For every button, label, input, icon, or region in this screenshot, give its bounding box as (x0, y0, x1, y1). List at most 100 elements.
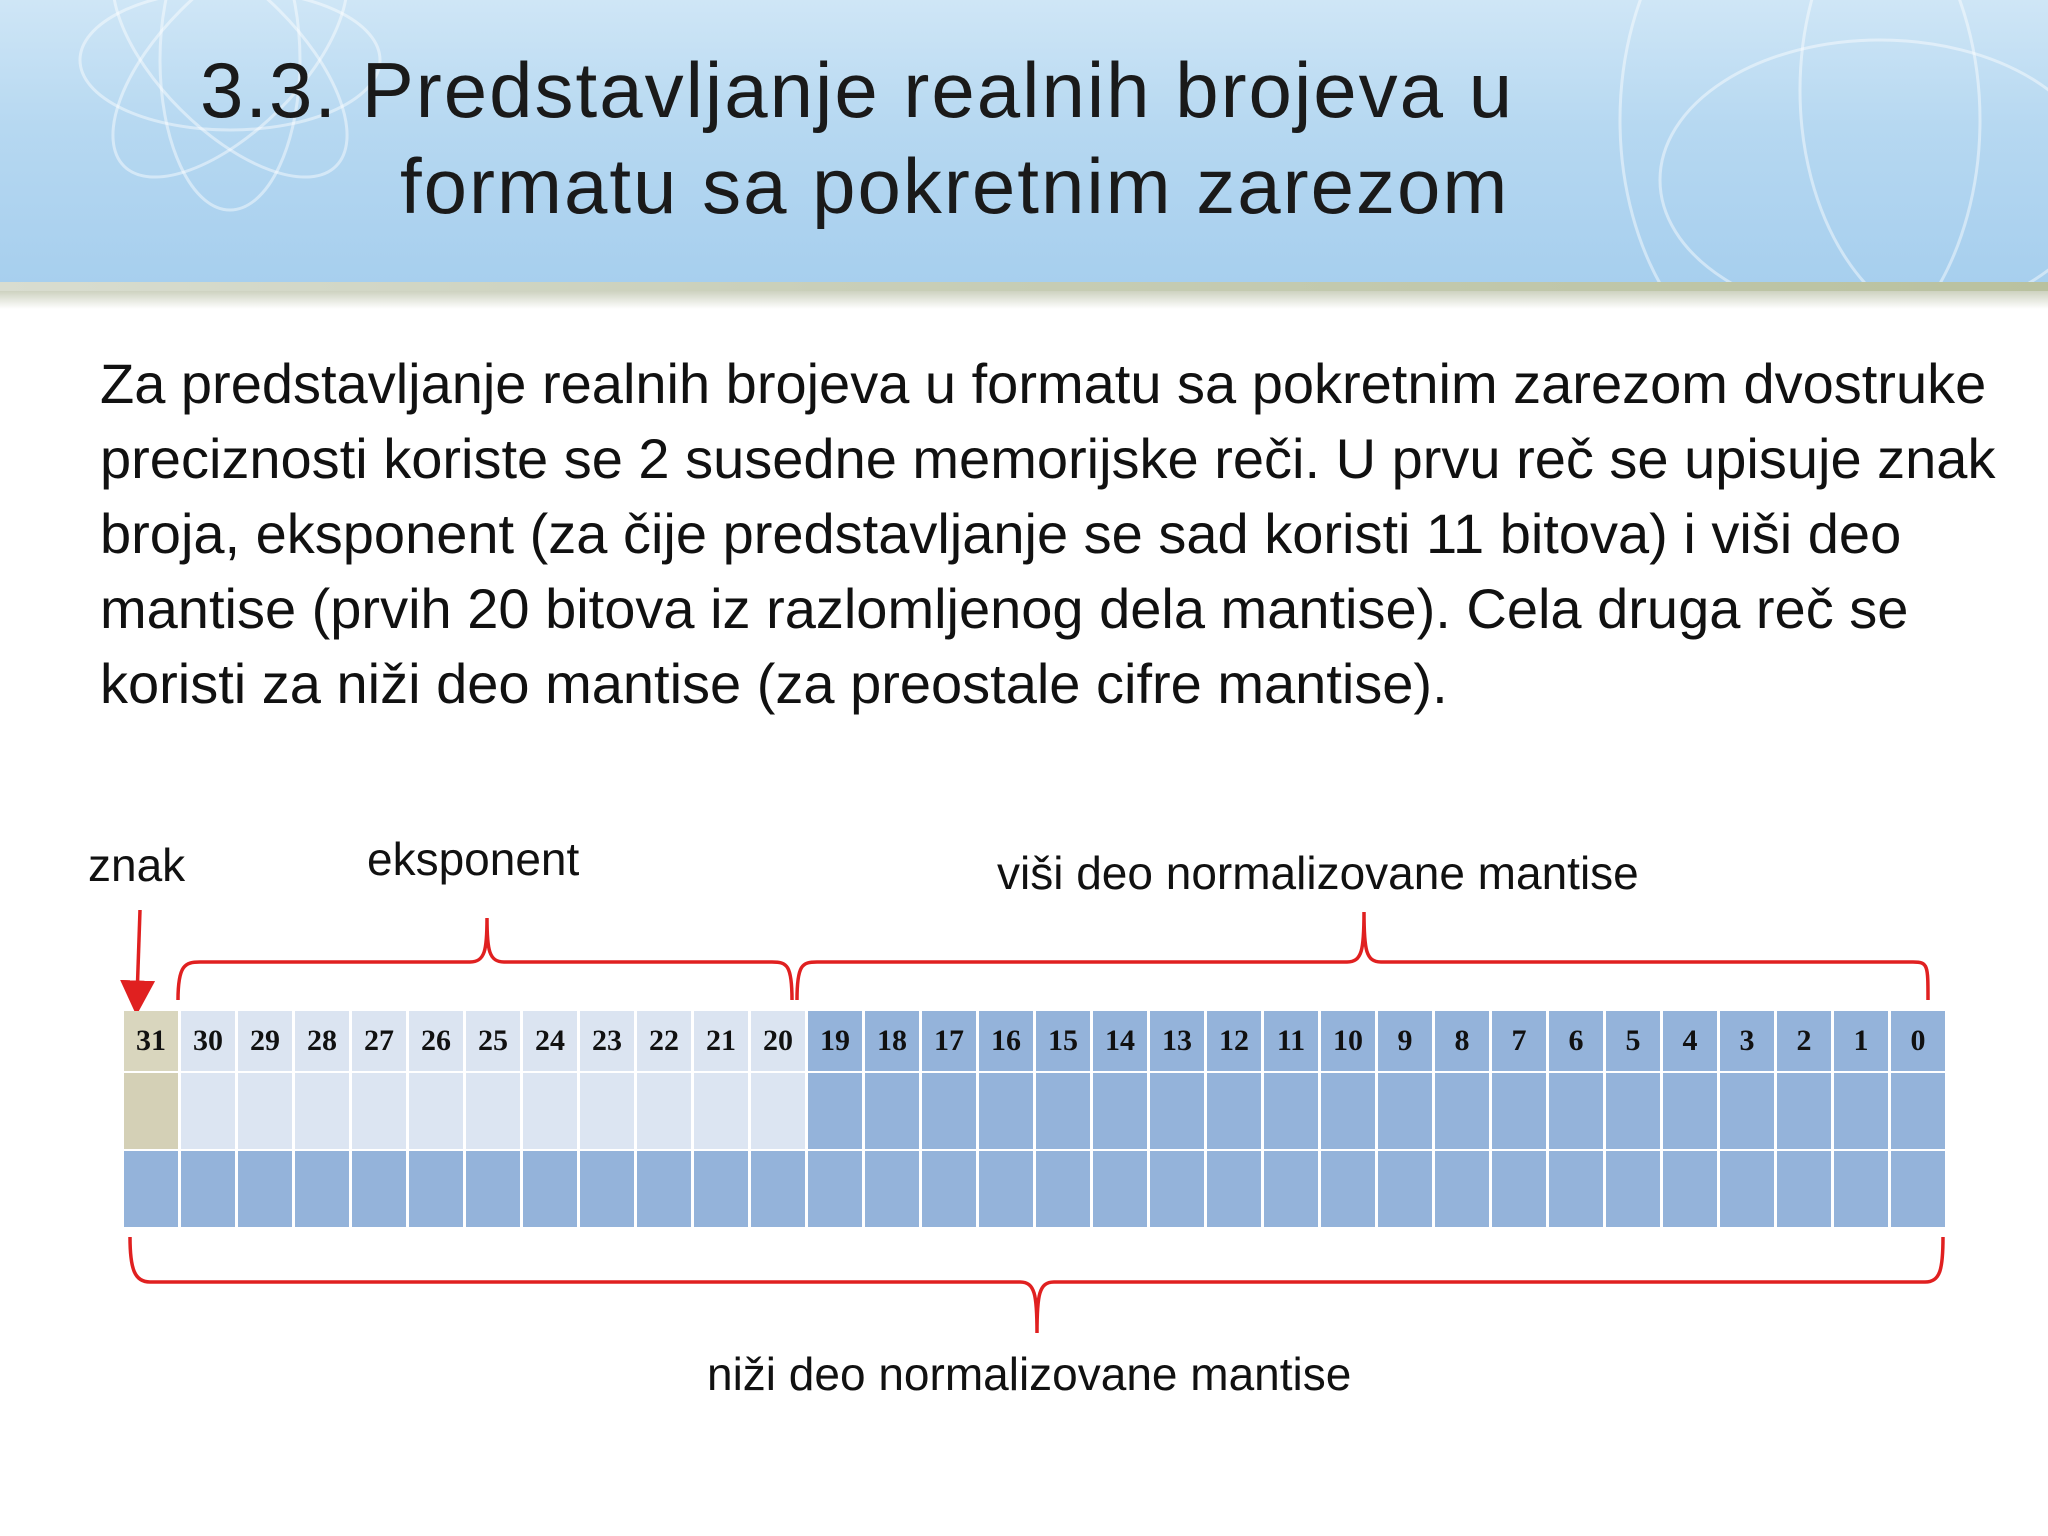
upper-word-bit-cell (352, 1073, 406, 1149)
exponent-brace (176, 917, 794, 1001)
lower-word-bit-cell (181, 1151, 235, 1227)
lower-word-bit-cell (979, 1151, 1033, 1227)
upper-word-bit-cell (1435, 1073, 1489, 1149)
upper-mantissa-brace (795, 911, 1930, 1001)
upper-word-bit-cell (1720, 1073, 1774, 1149)
lower-word-bit-cell (580, 1151, 634, 1227)
bit-number-13: 13 (1150, 1011, 1204, 1071)
lower-word-bit-cell (523, 1151, 577, 1227)
lower-word-bit-cell (694, 1151, 748, 1227)
header-divider-shadow (0, 291, 2048, 309)
upper-word-bit-cell (979, 1073, 1033, 1149)
lower-word-bit-cell (409, 1151, 463, 1227)
bit-number-9: 9 (1378, 1011, 1432, 1071)
bit-number-6: 6 (1549, 1011, 1603, 1071)
lower-mantissa-brace (128, 1236, 1945, 1334)
bit-number-16: 16 (979, 1011, 1033, 1071)
upper-word-bit-cell (694, 1073, 748, 1149)
upper-word-bit-cell (124, 1073, 178, 1149)
bit-number-10: 10 (1321, 1011, 1375, 1071)
bit-number-11: 11 (1264, 1011, 1318, 1071)
bit-number-27: 27 (352, 1011, 406, 1071)
bit-number-25: 25 (466, 1011, 520, 1071)
lower-word-bit-cell (1606, 1151, 1660, 1227)
bit-number-5: 5 (1606, 1011, 1660, 1071)
lower-word-bit-cell (1321, 1151, 1375, 1227)
lower-word-bit-cell (295, 1151, 349, 1227)
bit-number-29: 29 (238, 1011, 292, 1071)
lower-word-bit-cell (1435, 1151, 1489, 1227)
bit-number-0: 0 (1891, 1011, 1945, 1071)
bit-number-30: 30 (181, 1011, 235, 1071)
bit-number-row: 31 30 29 28 27 26 25 24 23 22 21 20 19 18 17 16 15 14 13 12… (124, 1011, 1945, 1071)
label-sign: znak (88, 839, 186, 891)
bit-number-22: 22 (637, 1011, 691, 1071)
upper-word-bit-cell (181, 1073, 235, 1149)
bit-number-8: 8 (1435, 1011, 1489, 1071)
body-paragraph: Za predstavljanje realnih brojeva u form… (100, 352, 1996, 715)
lower-word-bit-cell (922, 1151, 976, 1227)
header-divider (0, 282, 2048, 291)
upper-word-bit-cell (1834, 1073, 1888, 1149)
bit-number-15: 15 (1036, 1011, 1090, 1071)
lower-word-bit-cell (1891, 1151, 1945, 1227)
upper-word-bit-cell (1321, 1073, 1375, 1149)
bit-layout-table: 31 30 29 28 27 26 25 24 23 22 21 20 19 18 17 16 15 14 13 12… (121, 1009, 1948, 1229)
upper-word-row (124, 1073, 1945, 1149)
bit-number-18: 18 (865, 1011, 919, 1071)
bit-number-12: 12 (1207, 1011, 1261, 1071)
lower-word-row (124, 1151, 1945, 1227)
lower-word-bit-cell (1720, 1151, 1774, 1227)
bit-number-20: 20 (751, 1011, 805, 1071)
upper-word-bit-cell (1207, 1073, 1261, 1149)
slide-title-line-2: formatu sa pokretnim zarezom (400, 142, 1510, 230)
upper-word-bit-cell (1264, 1073, 1318, 1149)
upper-word-bit-cell (1606, 1073, 1660, 1149)
upper-word-bit-cell (238, 1073, 292, 1149)
sign-arrow (120, 909, 156, 1016)
upper-word-bit-cell (1378, 1073, 1432, 1149)
lower-word-bit-cell (1036, 1151, 1090, 1227)
upper-word-bit-cell (1093, 1073, 1147, 1149)
label-exponent: eksponent (367, 833, 580, 885)
bit-number-19: 19 (808, 1011, 862, 1071)
lower-word-bit-cell (1207, 1151, 1261, 1227)
upper-word-bit-cell (1492, 1073, 1546, 1149)
lower-word-bit-cell (1264, 1151, 1318, 1227)
lower-word-bit-cell (1663, 1151, 1717, 1227)
bit-number-31: 31 (124, 1011, 178, 1071)
lower-word-bit-cell (637, 1151, 691, 1227)
bit-number-17: 17 (922, 1011, 976, 1071)
upper-word-bit-cell (580, 1073, 634, 1149)
lower-word-bit-cell (466, 1151, 520, 1227)
lower-word-bit-cell (1093, 1151, 1147, 1227)
bit-number-3: 3 (1720, 1011, 1774, 1071)
bit-number-28: 28 (295, 1011, 349, 1071)
header-banner: 3.3. Predstavljanje realnih brojeva u fo… (0, 0, 2048, 282)
bit-number-2: 2 (1777, 1011, 1831, 1071)
upper-word-bit-cell (922, 1073, 976, 1149)
bit-number-26: 26 (409, 1011, 463, 1071)
upper-word-bit-cell (1663, 1073, 1717, 1149)
bit-number-1: 1 (1834, 1011, 1888, 1071)
upper-word-bit-cell (865, 1073, 919, 1149)
upper-word-bit-cell (466, 1073, 520, 1149)
lower-word-bit-cell (124, 1151, 178, 1227)
bit-number-14: 14 (1093, 1011, 1147, 1071)
bit-number-7: 7 (1492, 1011, 1546, 1071)
upper-word-bit-cell (1036, 1073, 1090, 1149)
upper-word-bit-cell (637, 1073, 691, 1149)
upper-word-bit-cell (1777, 1073, 1831, 1149)
lower-word-bit-cell (1492, 1151, 1546, 1227)
slide-title: 3.3. Predstavljanje realnih brojeva u fo… (200, 42, 1800, 234)
bit-number-23: 23 (580, 1011, 634, 1071)
floral-decoration (78, 0, 2048, 282)
lower-word-bit-cell (1150, 1151, 1204, 1227)
bit-number-21: 21 (694, 1011, 748, 1071)
upper-word-bit-cell (1150, 1073, 1204, 1149)
upper-word-bit-cell (1891, 1073, 1945, 1149)
upper-word-bit-cell (1549, 1073, 1603, 1149)
upper-word-bit-cell (295, 1073, 349, 1149)
lower-word-bit-cell (352, 1151, 406, 1227)
